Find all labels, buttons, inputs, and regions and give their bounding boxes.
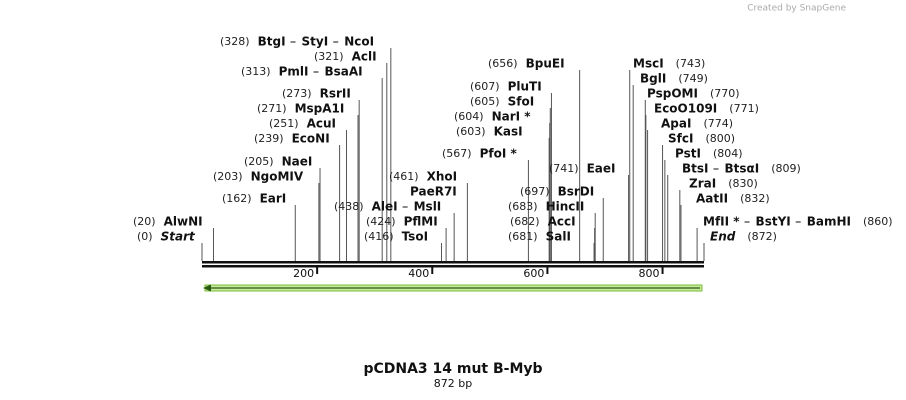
site-position: (741) <box>549 162 579 175</box>
site-position: (567) <box>442 147 472 160</box>
site-position: (205) <box>244 155 274 168</box>
enzyme-name: EarI <box>260 192 287 206</box>
enzyme-name: BtsαI <box>725 162 760 176</box>
site-position: (271) <box>257 102 287 115</box>
site-position: (273) <box>282 87 312 100</box>
enzyme-name: MspA1I <box>295 102 345 116</box>
site-position: (830) <box>728 177 758 190</box>
site-position: (771) <box>729 102 759 115</box>
site-position: (321) <box>314 50 344 63</box>
site-position: (804) <box>713 147 743 160</box>
enzyme-name: ZraI <box>689 177 716 191</box>
site-position: (682) <box>510 215 540 228</box>
ruler-label: 600 <box>523 267 544 280</box>
site-position: (416) <box>364 230 394 243</box>
site-position: (313) <box>241 65 271 78</box>
enzyme-name: RsrII <box>320 87 351 101</box>
enzyme-name: PluTI <box>508 80 542 94</box>
site-position: (328) <box>220 35 250 48</box>
enzyme-name: MfII * <box>703 215 740 229</box>
enzyme-name: NgoMIV <box>251 170 304 184</box>
site-position: (203) <box>213 170 243 183</box>
site-position: (251) <box>269 117 299 130</box>
enzyme-name: NaeI <box>282 155 313 169</box>
site-position: (604) <box>454 110 484 123</box>
site-position: (770) <box>710 87 740 100</box>
site-position: (0) <box>137 230 153 243</box>
enzyme-name: BamHI <box>807 215 851 229</box>
site-position: (605) <box>470 95 500 108</box>
site-position: (438) <box>334 200 364 213</box>
site-position: (20) <box>133 215 156 228</box>
site-position: (743) <box>676 57 706 70</box>
site-position: (774) <box>703 117 733 130</box>
site-position: (683) <box>508 200 538 213</box>
enzyme-name: SfcI <box>668 132 693 146</box>
site-position: (697) <box>520 185 550 198</box>
subtitle: 872 bp <box>434 377 472 390</box>
enzyme-name: SalI <box>546 230 571 244</box>
site-position: (860) <box>863 215 893 228</box>
credit: Created by SnapGene <box>747 4 846 14</box>
enzyme-name: EaeI <box>587 162 616 176</box>
site-position: (800) <box>705 132 735 145</box>
enzyme-name: BtgI <box>258 35 286 49</box>
enzyme-name: AatII <box>696 192 728 206</box>
enzyme-name: StyI <box>302 35 329 49</box>
backbone-bottom <box>202 265 704 268</box>
enzyme-name: PspOMI <box>647 87 698 101</box>
enzyme-name: BtsI <box>682 162 709 176</box>
enzyme-name: KasI <box>494 125 523 139</box>
site-position: (603) <box>456 125 486 138</box>
enzyme-name: PflMI <box>404 215 438 229</box>
enzyme-name: XhoI <box>427 170 458 184</box>
site-position: (681) <box>508 230 538 243</box>
enzyme-name: End <box>710 230 736 244</box>
enzyme-name: EcoO109I <box>654 102 717 116</box>
enzyme-name: AlwNI <box>164 215 203 229</box>
enzyme-name: NcoI <box>344 35 374 49</box>
enzyme-name: AccI <box>548 215 576 229</box>
enzyme-name: MscI <box>633 57 664 71</box>
feature-arrow <box>203 284 703 292</box>
enzyme-name: AclI <box>352 50 377 64</box>
enzyme-name: ApaI <box>661 117 691 131</box>
enzyme-name: PfoI * <box>480 147 518 161</box>
enzyme-name: Start <box>161 230 196 244</box>
title: pCDNA3 14 mut B-Myb <box>363 361 542 377</box>
enzyme-name: PmlI <box>279 65 309 79</box>
site-position: (162) <box>222 192 252 205</box>
enzyme-name: MslI <box>414 200 442 214</box>
site-position: (832) <box>740 192 770 205</box>
site-position: (424) <box>366 215 396 228</box>
site-position: (809) <box>771 162 801 175</box>
enzyme-name: PaeR7I <box>410 185 457 199</box>
ruler-label: 200 <box>293 267 314 280</box>
enzyme-name: AcuI <box>307 117 336 131</box>
enzyme-name: NarI * <box>492 110 532 124</box>
backbone-top <box>202 261 704 264</box>
enzyme-name: HincII <box>546 200 585 214</box>
enzyme-name: BglI <box>640 72 666 86</box>
ruler-label: 400 <box>408 267 429 280</box>
site-position: (749) <box>678 72 708 85</box>
enzyme-name: BpuEI <box>526 57 565 71</box>
ruler-label: 800 <box>639 267 660 280</box>
site-position: (872) <box>747 230 777 243</box>
enzyme-name: AleI <box>372 200 398 214</box>
site-position: (239) <box>254 132 284 145</box>
enzyme-name: EcoNI <box>292 132 330 146</box>
site-position: (656) <box>488 57 518 70</box>
enzyme-name: PstI <box>675 147 701 161</box>
site-position: (461) <box>389 170 419 183</box>
enzyme-name: TsoI <box>402 230 428 244</box>
enzyme-name: BstYI <box>756 215 791 229</box>
enzyme-name: BsrDI <box>558 185 595 199</box>
site-position: (607) <box>470 80 500 93</box>
enzyme-name: SfoI <box>508 95 535 109</box>
enzyme-name: BsaAI <box>324 65 362 79</box>
